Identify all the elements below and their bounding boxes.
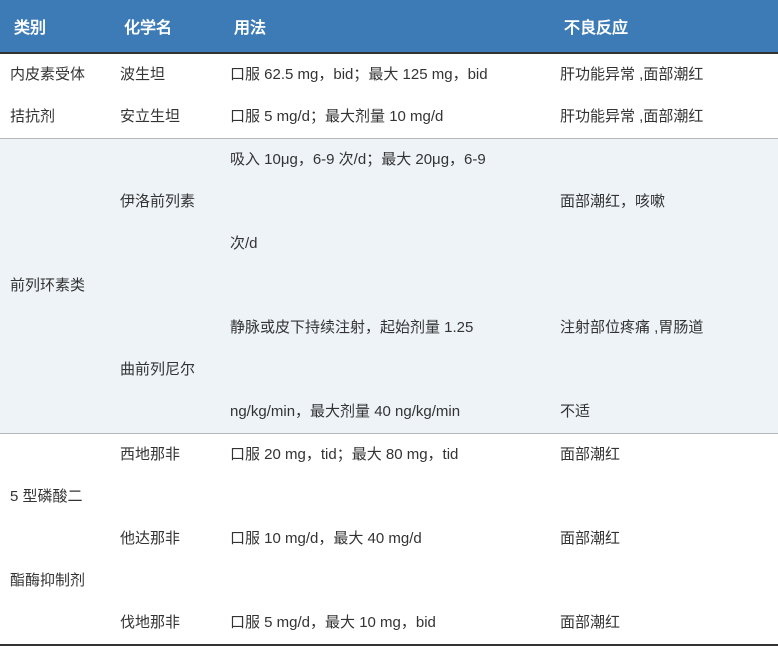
cell-category [0, 223, 110, 265]
cell-usage: ng/kg/min，最大剂量 40 ng/kg/min [220, 391, 550, 434]
cell-usage [220, 265, 550, 307]
col-adverse: 不良反应 [550, 0, 778, 53]
cell-usage: 静脉或皮下持续注射，起始剂量 1.25 [220, 307, 550, 349]
cell-usage: 口服 20 mg，tid；最大 80 mg，tid [220, 434, 550, 477]
cell-category [0, 518, 110, 560]
table-row: 次/d [0, 223, 778, 265]
header-row: 类别 化学名 用法 不良反应 [0, 0, 778, 53]
cell-name [110, 476, 220, 518]
cell-adverse [550, 476, 778, 518]
cell-category [0, 181, 110, 223]
cell-name: 波生坦 [110, 53, 220, 96]
cell-adverse [550, 349, 778, 391]
cell-adverse: 面部潮红 [550, 434, 778, 477]
cell-name [110, 139, 220, 182]
cell-usage: 次/d [220, 223, 550, 265]
col-category: 类别 [0, 0, 110, 53]
table-row: 前列环素类 [0, 265, 778, 307]
cell-category: 5 型磷酸二 [0, 476, 110, 518]
table-row: 曲前列尼尔 [0, 349, 778, 391]
drug-table: 类别 化学名 用法 不良反应 内皮素受体波生坦口服 62.5 mg，bid；最大… [0, 0, 778, 646]
cell-usage [220, 181, 550, 223]
cell-category [0, 434, 110, 477]
cell-category: 前列环素类 [0, 265, 110, 307]
cell-name [110, 223, 220, 265]
cell-category [0, 139, 110, 182]
col-name: 化学名 [110, 0, 220, 53]
cell-usage: 口服 62.5 mg，bid；最大 125 mg，bid [220, 53, 550, 96]
table-row: 静脉或皮下持续注射，起始剂量 1.25注射部位疼痛 ,胃肠道 [0, 307, 778, 349]
cell-usage [220, 349, 550, 391]
cell-name [110, 307, 220, 349]
cell-category [0, 307, 110, 349]
cell-adverse: 面部潮红 [550, 518, 778, 560]
cell-name: 伊洛前列素 [110, 181, 220, 223]
cell-adverse: 肝功能异常 ,面部潮红 [550, 53, 778, 96]
cell-name [110, 391, 220, 434]
cell-adverse [550, 265, 778, 307]
cell-adverse [550, 223, 778, 265]
cell-usage [220, 560, 550, 602]
cell-name: 西地那非 [110, 434, 220, 477]
col-usage: 用法 [220, 0, 550, 53]
table-row: 内皮素受体波生坦口服 62.5 mg，bid；最大 125 mg，bid肝功能异… [0, 53, 778, 96]
cell-adverse: 不适 [550, 391, 778, 434]
table-row: 拮抗剂安立生坦口服 5 mg/d；最大剂量 10 mg/d肝功能异常 ,面部潮红 [0, 96, 778, 139]
cell-category [0, 391, 110, 434]
table-row: 伐地那非口服 5 mg/d，最大 10 mg，bid面部潮红 [0, 602, 778, 645]
cell-name [110, 560, 220, 602]
table-row: ng/kg/min，最大剂量 40 ng/kg/min不适 [0, 391, 778, 434]
cell-usage [220, 476, 550, 518]
cell-name: 安立生坦 [110, 96, 220, 139]
cell-name [110, 265, 220, 307]
cell-category: 酯酶抑制剂 [0, 560, 110, 602]
cell-category [0, 349, 110, 391]
table-row: 吸入 10μg，6-9 次/d；最大 20μg，6-9 [0, 139, 778, 182]
table-row: 酯酶抑制剂 [0, 560, 778, 602]
cell-adverse: 肝功能异常 ,面部潮红 [550, 96, 778, 139]
cell-usage: 口服 5 mg/d，最大 10 mg，bid [220, 602, 550, 645]
cell-category: 内皮素受体 [0, 53, 110, 96]
cell-name: 曲前列尼尔 [110, 349, 220, 391]
cell-usage: 口服 5 mg/d；最大剂量 10 mg/d [220, 96, 550, 139]
cell-adverse [550, 139, 778, 182]
cell-category [0, 602, 110, 645]
cell-name: 他达那非 [110, 518, 220, 560]
cell-category: 拮抗剂 [0, 96, 110, 139]
cell-name: 伐地那非 [110, 602, 220, 645]
cell-adverse: 面部潮红，咳嗽 [550, 181, 778, 223]
table-row: 5 型磷酸二 [0, 476, 778, 518]
cell-usage: 吸入 10μg，6-9 次/d；最大 20μg，6-9 [220, 139, 550, 182]
cell-adverse: 面部潮红 [550, 602, 778, 645]
cell-adverse [550, 560, 778, 602]
table-row: 伊洛前列素 面部潮红，咳嗽 [0, 181, 778, 223]
table-row: 西地那非口服 20 mg，tid；最大 80 mg，tid面部潮红 [0, 434, 778, 477]
table-row: 他达那非口服 10 mg/d，最大 40 mg/d面部潮红 [0, 518, 778, 560]
cell-usage: 口服 10 mg/d，最大 40 mg/d [220, 518, 550, 560]
cell-adverse: 注射部位疼痛 ,胃肠道 [550, 307, 778, 349]
